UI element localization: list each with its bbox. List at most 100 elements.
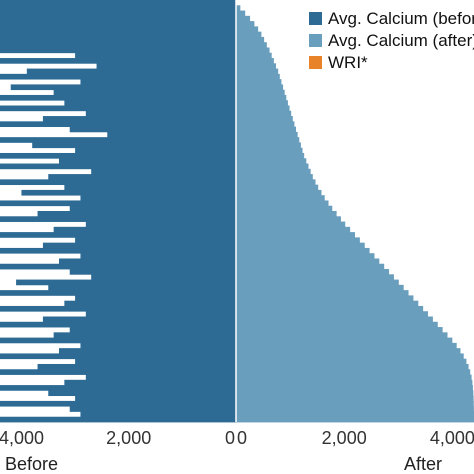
bar-after [236,216,341,222]
bar-before [0,353,236,360]
bar-after [236,284,404,291]
bar-before [0,94,236,101]
legend-label: Avg. Calcium (after) [328,31,474,50]
bar-before [48,390,236,397]
bar-after [236,121,295,128]
bar-after [236,348,461,354]
bar-before [0,305,236,312]
bar-after [236,15,251,22]
bar-before [64,100,236,106]
bar-before [107,131,237,138]
bar-after [236,226,351,233]
bar-after [236,126,297,133]
bar-before [75,147,236,154]
bar-after [236,5,241,11]
bar-before [0,400,236,407]
bar-before [75,295,236,302]
bar-before [0,73,236,80]
bar-after [236,300,419,307]
bar-before [75,52,236,59]
bar-after [236,305,424,312]
bar-after [236,73,280,80]
bar-before [80,411,236,418]
bar-after [236,89,285,96]
bar-after [236,142,301,149]
legend-label: Avg. Calcium (before) [328,9,474,28]
bar-before [0,200,236,207]
bar-after [236,321,438,328]
bar-after [236,131,298,138]
bar-before [64,300,236,307]
bar-before [0,416,236,423]
bar-before [42,242,236,249]
bar-before [85,374,236,381]
bar-before [48,174,236,180]
bar-after [236,379,473,386]
legend: Avg. Calcium (before) Avg. Calcium (after… [309,9,474,72]
bar-after [236,174,313,180]
left-axis-title: Before [5,454,58,474]
bar-before [91,274,237,280]
bar-before [26,68,236,75]
bar-after [236,332,448,339]
bar-before [53,226,236,233]
bar-after [236,31,262,38]
bar-before [42,316,236,323]
bar-before [32,142,237,149]
bar-before [0,290,236,296]
bar-after [236,195,325,201]
bar-after [236,311,429,317]
bar-before [37,211,236,217]
bar-before [0,247,236,254]
bar-after [236,363,469,370]
bar-after [236,205,333,212]
bar-after [236,290,409,296]
bar-before [59,158,236,164]
bar-after [236,26,259,33]
bar-after [236,385,473,391]
bar-before [0,21,236,27]
bar-before [91,168,237,175]
bar-before [0,152,236,159]
bar-after [236,369,471,375]
bar-after [236,400,474,407]
bar-after [236,406,474,412]
bar-after [236,242,365,249]
bar-before [64,184,236,191]
bar-after [236,79,282,85]
bar-before [64,379,236,386]
bar-before [80,195,236,201]
bar-after [236,152,305,159]
bar-before [85,221,236,228]
bar-before [0,121,236,128]
bar-before [0,31,236,38]
bar-before [0,42,236,48]
bar-after [236,42,267,48]
bar-before [10,84,237,91]
bar-after [236,337,453,344]
bar-after [236,316,433,323]
bar-before [75,395,236,402]
bar-before [0,163,236,170]
bar-before [80,342,236,349]
bar-after [236,179,316,186]
bar-before [0,105,236,112]
bar-before [59,348,236,354]
bar-after [236,84,284,91]
tick-label: 0 [225,428,235,448]
bar-after [236,163,309,170]
bar-before [69,205,236,212]
bar-before [37,363,236,370]
bar-before [0,321,236,328]
bar-after [236,147,303,154]
bar-before [0,0,236,6]
tick-label: 4,000 [430,428,474,448]
bar-after [236,168,311,175]
bar-before [0,263,236,270]
bar-before [85,311,236,317]
bar-before [0,385,236,391]
bar-before [59,258,236,265]
bar-after [236,416,474,423]
